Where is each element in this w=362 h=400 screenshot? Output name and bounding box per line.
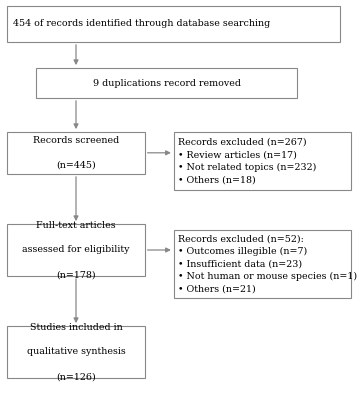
Text: Records screened

(n=445): Records screened (n=445) xyxy=(33,136,119,170)
Text: 9 duplications record removed: 9 duplications record removed xyxy=(93,78,240,88)
FancyBboxPatch shape xyxy=(174,230,351,298)
FancyBboxPatch shape xyxy=(174,132,351,190)
Text: 454 of records identified through database searching: 454 of records identified through databa… xyxy=(13,20,270,28)
Text: Records excluded (n=267)
• Review articles (n=17)
• Not related topics (n=232)
•: Records excluded (n=267) • Review articl… xyxy=(178,138,316,184)
Text: Studies included in

qualitative synthesis

(n=126): Studies included in qualitative synthesi… xyxy=(27,322,125,382)
FancyBboxPatch shape xyxy=(7,224,145,276)
FancyBboxPatch shape xyxy=(36,68,297,98)
FancyBboxPatch shape xyxy=(7,132,145,174)
Text: Full-text articles

assessed for eligibility

(n=178): Full-text articles assessed for eligibil… xyxy=(22,220,130,280)
FancyBboxPatch shape xyxy=(7,326,145,378)
FancyBboxPatch shape xyxy=(7,6,340,42)
Text: Records excluded (n=52):
• Outcomes illegible (n=7)
• Insufficient data (n=23)
•: Records excluded (n=52): • Outcomes ille… xyxy=(178,234,357,294)
